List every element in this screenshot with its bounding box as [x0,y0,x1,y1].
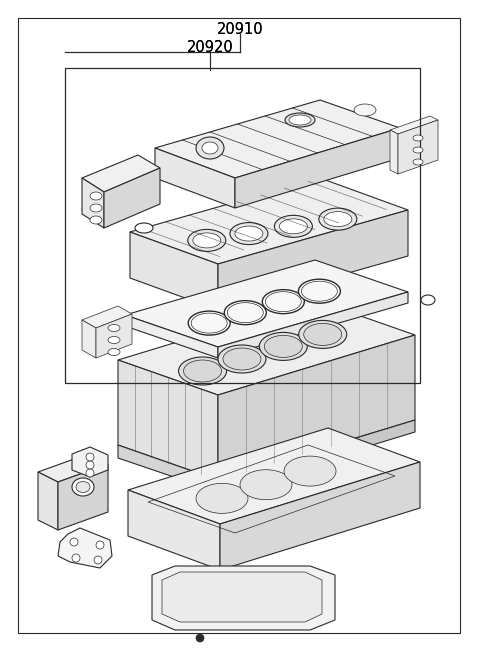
Polygon shape [72,447,108,477]
Ellipse shape [230,222,268,245]
Ellipse shape [354,104,376,116]
Ellipse shape [284,456,336,486]
Polygon shape [155,148,235,208]
Ellipse shape [183,360,222,382]
Text: 20910: 20910 [216,22,264,37]
Ellipse shape [90,204,102,212]
Polygon shape [162,572,322,622]
Ellipse shape [224,300,266,325]
Ellipse shape [72,478,94,496]
Polygon shape [155,100,400,178]
Ellipse shape [191,313,227,333]
Polygon shape [398,120,438,174]
Polygon shape [82,155,160,192]
Circle shape [94,556,102,564]
Ellipse shape [196,137,224,159]
Circle shape [72,554,80,562]
Polygon shape [58,464,108,530]
Ellipse shape [218,345,266,373]
Ellipse shape [90,192,102,200]
Polygon shape [82,306,132,328]
Ellipse shape [108,348,120,356]
Ellipse shape [240,470,292,500]
Ellipse shape [76,482,90,493]
Polygon shape [130,178,408,264]
Ellipse shape [196,483,248,514]
Circle shape [196,634,204,642]
Ellipse shape [262,290,304,314]
Polygon shape [82,178,104,228]
Polygon shape [218,210,408,310]
Ellipse shape [265,292,301,312]
Polygon shape [390,130,398,174]
Polygon shape [58,528,112,568]
Polygon shape [118,300,415,395]
Circle shape [86,461,94,469]
Text: 20920: 20920 [187,40,233,55]
Ellipse shape [279,219,307,234]
Circle shape [70,538,78,546]
Polygon shape [220,462,420,570]
Ellipse shape [259,333,307,360]
Polygon shape [82,320,96,358]
Ellipse shape [188,311,230,335]
Ellipse shape [135,223,153,233]
Polygon shape [218,420,415,492]
Ellipse shape [202,142,218,154]
Polygon shape [235,128,400,208]
Ellipse shape [319,208,357,230]
Ellipse shape [188,230,226,251]
Ellipse shape [413,159,423,165]
Polygon shape [390,116,438,134]
Polygon shape [125,315,218,358]
Ellipse shape [108,325,120,331]
Polygon shape [218,335,415,480]
Text: 20910: 20910 [216,22,264,37]
Ellipse shape [324,212,352,226]
Ellipse shape [285,113,315,127]
Ellipse shape [275,215,312,237]
Ellipse shape [421,295,435,305]
Polygon shape [125,260,408,347]
Polygon shape [96,314,132,358]
Ellipse shape [413,135,423,141]
Polygon shape [38,472,58,530]
Ellipse shape [223,348,261,370]
Polygon shape [152,566,335,630]
Polygon shape [104,168,160,228]
Polygon shape [128,490,220,570]
Ellipse shape [264,335,302,358]
Bar [65,68,420,383]
Polygon shape [118,360,218,480]
Ellipse shape [228,302,264,323]
Ellipse shape [108,337,120,344]
Polygon shape [218,292,408,358]
Circle shape [96,541,104,549]
Polygon shape [130,232,218,310]
Circle shape [86,469,94,477]
Ellipse shape [179,357,227,385]
Polygon shape [118,445,218,492]
Ellipse shape [304,323,342,346]
Ellipse shape [299,279,340,303]
Text: 20920: 20920 [187,40,233,55]
Ellipse shape [289,115,311,125]
Ellipse shape [235,226,263,241]
Polygon shape [38,454,108,482]
Ellipse shape [301,281,337,301]
Ellipse shape [193,233,221,248]
Ellipse shape [90,216,102,224]
Ellipse shape [413,147,423,153]
Ellipse shape [299,320,347,348]
Polygon shape [128,428,420,524]
Circle shape [86,453,94,461]
